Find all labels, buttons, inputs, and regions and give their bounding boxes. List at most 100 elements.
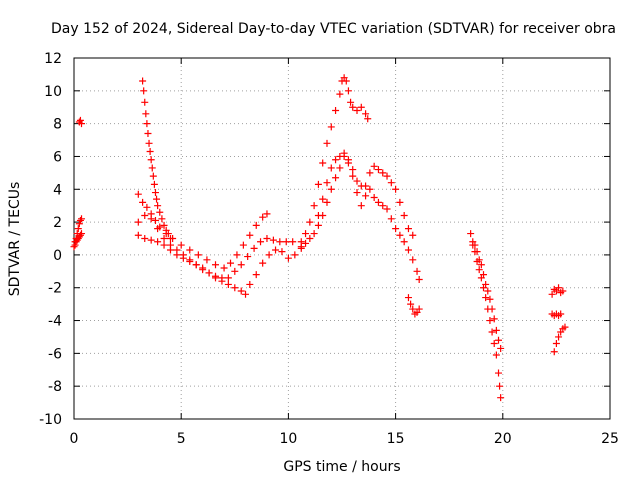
data-point [265,251,273,259]
data-point [140,87,148,95]
y-tick-label: -2 [48,281,62,297]
data-point [146,148,154,156]
data-point [212,274,220,282]
grid [74,58,610,419]
data-point [400,238,408,246]
series-main-hump-upper [297,74,372,246]
data-point [71,241,79,249]
data-point [148,164,156,172]
data-point [224,274,232,282]
data-point [557,310,565,318]
data-point [477,261,485,269]
data-point [495,369,503,377]
data-point [70,243,78,251]
data-point [492,326,500,334]
data-point [156,208,164,216]
data-point [149,172,157,180]
data-point [259,259,267,267]
data-point [314,180,322,188]
series-mid-band-center [134,212,297,282]
data-point [150,180,158,188]
data-point [349,172,357,180]
data-point [392,185,400,193]
data-point [555,333,563,341]
y-tick-label: -10 [39,412,62,428]
x-tick-labels: 0 5 10 15 20 25 [70,431,619,447]
series-main-hump-middle [314,149,417,239]
series-mid-band-lower [134,231,305,298]
data-point [179,254,187,262]
data-point [284,254,292,262]
data-point [559,287,567,295]
data-point [409,231,417,239]
data-point [370,162,378,170]
data-point [205,269,213,277]
data-point [291,251,299,259]
data-point [78,120,86,128]
data-point [297,238,305,246]
data-point [319,195,327,203]
data-point [484,287,492,295]
y-tick-label: 2 [53,215,62,231]
data-point [278,248,286,256]
data-point [471,241,479,249]
series-peak-decay [139,77,174,242]
data-point [344,87,352,95]
data-point [246,280,254,288]
data-point [400,212,408,220]
data-point [242,290,250,298]
data-point [488,305,496,313]
data-point [404,294,412,302]
y-tick-label: 12 [44,51,62,67]
data-point [302,230,310,238]
data-point [370,193,378,201]
data-point [186,257,194,265]
series-final-group [548,284,569,356]
data-point [134,231,142,239]
series-mid-band-upper [134,190,271,272]
data-point [147,215,155,223]
data-point [349,166,357,174]
data-point [166,246,174,254]
x-tick-label: 20 [494,431,512,447]
data-point [75,220,83,228]
data-point [282,238,290,246]
data-point [387,179,395,187]
data-point [306,235,314,242]
data-point [76,116,84,124]
series-main-hump-tail [404,294,423,318]
data-point [383,205,391,213]
data-point [272,246,280,254]
series-main-hump-lower [297,152,423,284]
y-tick-label: -4 [48,314,62,330]
data-point [492,351,500,359]
data-point [314,221,322,229]
data-point [310,202,318,210]
data-point [158,215,166,223]
data-point [344,159,352,167]
y-tick-label: 8 [53,117,62,133]
data-point [239,241,247,249]
data-point [396,231,404,239]
data-point [409,305,417,313]
data-point [475,266,483,274]
y-tick-label: -6 [48,346,62,362]
y-tick-label: 10 [44,84,62,100]
data-point [486,295,494,303]
data-point [169,235,177,242]
data-point [141,235,149,242]
data-point [486,317,494,325]
data-point [362,192,370,200]
data-point [404,225,412,233]
data-point [162,230,170,238]
data-point [250,244,258,252]
x-tick-label: 0 [70,431,79,447]
data-point [347,98,355,106]
series-early-cluster [70,116,86,251]
data-point [160,221,168,229]
data-point [332,156,340,164]
data-point [203,256,211,264]
data-point [160,235,168,242]
data-point [482,280,490,288]
